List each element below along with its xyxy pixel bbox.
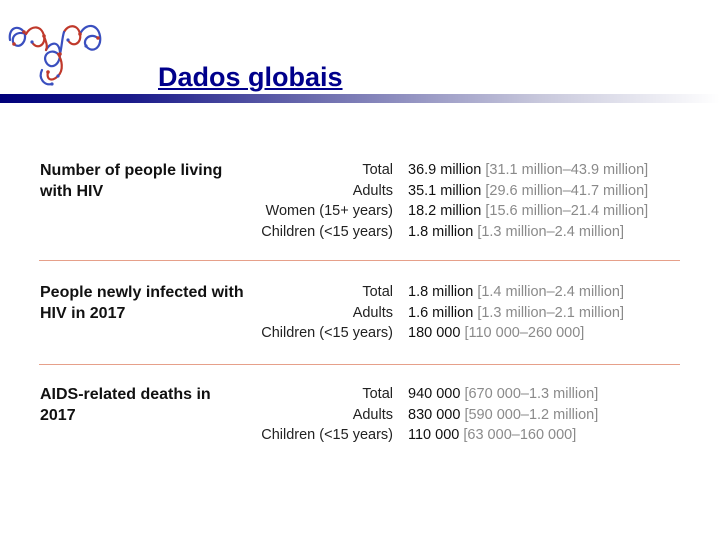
stat-row-adults: Adults 1.6 million [1.3 million–2.1 mill…	[39, 303, 681, 324]
stats-rows: Total 940 000 [670 000–1.3 million] Adul…	[39, 384, 681, 446]
section-title: People newly infected with HIV in 2017	[40, 284, 244, 322]
row-value: 35.1 million	[408, 182, 482, 199]
row-range: [590 000–1.2 million]	[464, 406, 599, 423]
row-range: [670 000–1.3 million]	[464, 386, 599, 402]
row-value-text: 830 000 [590 000–1.2 million]	[408, 405, 598, 425]
row-label: Children (<15 years)	[261, 427, 393, 444]
row-range: [63 000–160 000]	[463, 427, 577, 444]
row-value-text: 1.8 million [1.4 million–2.4 million]	[408, 282, 624, 302]
row-range: [29.6 million–41.7 million]	[485, 182, 649, 199]
row-value: 940 000	[408, 386, 461, 402]
row-value-text: 1.8 million [1.3 million–2.4 million]	[408, 222, 624, 242]
row-value-text: 1.6 million [1.3 million–2.1 million]	[408, 303, 624, 323]
section-title: Number of people living with HIV	[40, 162, 223, 200]
row-label: Total	[362, 162, 393, 178]
row-value: 36.9 million	[408, 162, 482, 178]
row-value: 18.2 million	[408, 203, 482, 220]
row-label: Total	[362, 386, 393, 402]
stat-row-adults: Adults 35.1 million [29.6 million–41.7 m…	[39, 181, 681, 202]
stat-row-children: Children (<15 years) 180 000 [110 000–26…	[39, 323, 681, 344]
row-value-text: 36.9 million [31.1 million–43.9 million]	[408, 160, 648, 180]
row-range: [15.6 million–21.4 million]	[485, 203, 649, 220]
row-range: [1.4 million–2.4 million]	[477, 284, 624, 300]
row-value-text: 18.2 million [15.6 million–21.4 million]	[408, 201, 648, 221]
row-value-text: 940 000 [670 000–1.3 million]	[408, 384, 598, 404]
row-label: Children (<15 years)	[261, 325, 393, 342]
row-value: 1.6 million	[408, 304, 474, 321]
row-value-text: 110 000 [63 000–160 000]	[408, 425, 576, 445]
stat-row-children: Children (<15 years) 1.8 million [1.3 mi…	[39, 222, 681, 243]
row-value: 180 000	[408, 325, 461, 342]
stat-row-total: Total 36.9 million [31.1 million–43.9 mi…	[39, 160, 681, 181]
row-range: [1.3 million–2.4 million]	[477, 224, 624, 241]
row-label: Women (15+ years)	[265, 203, 393, 220]
row-value: 110 000	[408, 427, 460, 444]
stat-row-women: Women (15+ years) 18.2 million [15.6 mil…	[39, 201, 681, 222]
stat-row-total: Total 1.8 million [1.4 million–2.4 milli…	[39, 282, 681, 303]
row-range: [31.1 million–43.9 million]	[485, 162, 649, 178]
row-label: Adults	[352, 182, 393, 199]
row-label: Total	[362, 284, 393, 300]
row-value: 1.8 million	[408, 224, 474, 241]
section-divider	[39, 260, 680, 261]
row-value-text: 180 000 [110 000–260 000]	[408, 323, 584, 343]
molecule-logo-icon	[2, 10, 110, 92]
stats-rows: Total 36.9 million [31.1 million–43.9 mi…	[39, 160, 681, 243]
row-value: 830 000	[408, 406, 461, 423]
row-label: Adults	[352, 304, 393, 321]
row-value: 1.8 million	[408, 284, 474, 300]
stat-row-total: Total 940 000 [670 000–1.3 million]	[39, 384, 681, 405]
section-divider	[39, 364, 680, 365]
stats-rows: Total 1.8 million [1.4 million–2.4 milli…	[39, 282, 681, 344]
slide-title: Dados globais	[158, 62, 343, 92]
row-range: [110 000–260 000]	[464, 325, 585, 342]
stat-row-children: Children (<15 years) 110 000 [63 000–160…	[39, 425, 681, 446]
title-gradient-rule	[0, 94, 720, 103]
section-title: AIDS-related deaths in 2017	[40, 386, 211, 424]
row-value-text: 35.1 million [29.6 million–41.7 million]	[408, 181, 648, 201]
row-range: [1.3 million–2.1 million]	[477, 304, 624, 321]
row-label: Adults	[352, 406, 393, 423]
row-label: Children (<15 years)	[261, 224, 393, 241]
stat-row-adults: Adults 830 000 [590 000–1.2 million]	[39, 405, 681, 426]
